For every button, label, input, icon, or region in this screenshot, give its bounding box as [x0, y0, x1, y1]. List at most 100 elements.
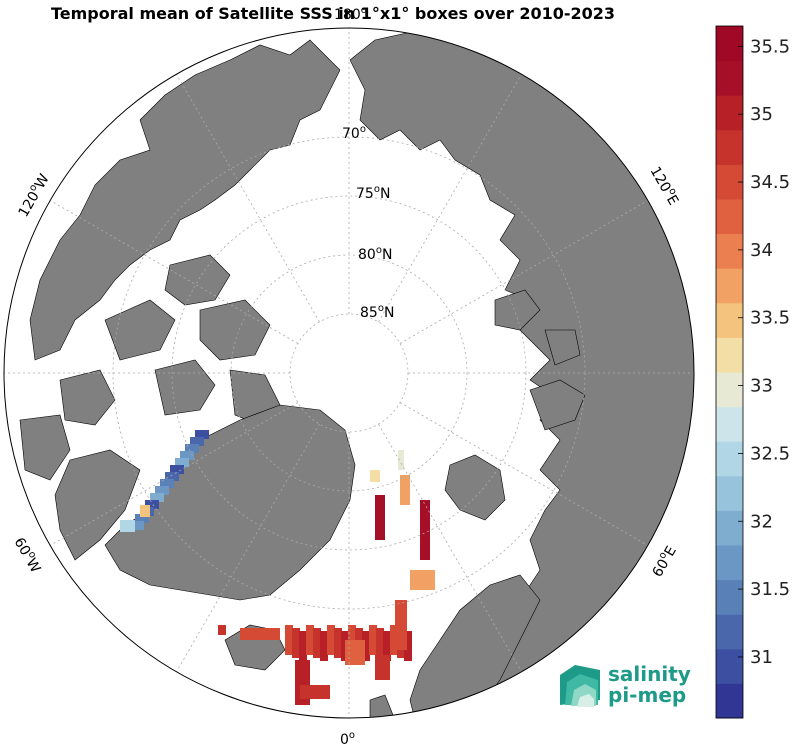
colorbar-segment	[716, 233, 743, 269]
sss-cell	[306, 625, 314, 655]
colorbar-tick-label: 33.5	[750, 308, 790, 329]
sss-cell	[400, 475, 410, 505]
colorbar-segment	[716, 441, 743, 477]
colorbar-ticks: 31 31.5 32 32.5 33 33.5 34 34.5 35 35.5	[738, 36, 790, 668]
colorbar-segment	[716, 406, 743, 442]
lat-label-75: 75oN	[356, 184, 390, 202]
colorbar-segment	[716, 545, 743, 581]
colorbar-segment	[716, 510, 743, 546]
sss-cell	[334, 628, 342, 658]
logo-icon	[560, 665, 600, 707]
colorbar-segments	[716, 26, 743, 719]
colorbar-segment	[716, 579, 743, 615]
lat-label-85: 85oN	[360, 303, 394, 321]
sss-cell	[362, 631, 370, 661]
sss-cell	[404, 631, 412, 661]
sss-cell	[165, 472, 179, 481]
salinity-pi-mep-logo: salinity pi-mep	[560, 662, 691, 707]
lon-label-60w: 60oW	[11, 534, 46, 576]
lon-label-180: 180o	[334, 5, 367, 23]
colorbar-segment	[716, 475, 743, 511]
sss-cell	[130, 521, 144, 530]
sss-cell	[320, 631, 328, 661]
sss-cell	[150, 493, 164, 502]
sss-cell	[369, 625, 377, 655]
colorbar-segment	[716, 268, 743, 304]
british-isles	[369, 694, 396, 718]
colorbar-tick-label: 35	[750, 104, 773, 125]
colorbar-tick-label: 34	[750, 240, 773, 261]
scandinavia	[409, 574, 541, 718]
sss-cell	[140, 505, 150, 517]
sss-data-layer	[120, 430, 435, 705]
colorbar-segment	[716, 648, 743, 684]
colorbar-segment	[716, 199, 743, 235]
lat-label-80: 80oN	[358, 245, 392, 263]
map-boundary	[3, 27, 695, 719]
svalbard	[444, 454, 506, 521]
sss-cell	[170, 465, 184, 474]
sss-cell	[300, 685, 330, 699]
graticule	[4, 28, 694, 718]
sss-cell	[370, 470, 380, 482]
colorbar-tick-label: 35.5	[750, 36, 790, 57]
colorbar-segment	[716, 337, 743, 373]
sss-cell	[398, 450, 404, 470]
sss-cell	[390, 625, 398, 655]
archipelago-island	[199, 299, 271, 361]
colorbar-frame	[715, 25, 744, 719]
sss-cell	[145, 500, 159, 509]
novaya-zemlya	[529, 379, 586, 431]
baffin-island	[54, 449, 141, 561]
sss-cell	[285, 625, 293, 655]
sss-cell	[160, 479, 174, 488]
sss-cell	[410, 570, 435, 590]
logo-line2: pi-mep	[608, 683, 686, 707]
sss-cell	[376, 628, 384, 658]
sss-cell	[375, 655, 390, 680]
sss-cell	[175, 458, 189, 467]
archipelago-island	[164, 254, 231, 306]
sss-cell	[135, 514, 149, 523]
colorbar-tick-label: 32	[750, 511, 773, 532]
colorbar-tick-label: 33	[750, 376, 773, 397]
colorbar-tick-label: 31	[750, 647, 773, 668]
colorbar-segment	[716, 302, 743, 338]
sss-cell	[120, 520, 135, 532]
colorbar-segment	[716, 614, 743, 650]
sss-cell	[185, 444, 199, 453]
sss-cell	[420, 500, 430, 560]
colorbar-tick-label: 31.5	[750, 579, 790, 600]
sss-cell	[155, 486, 169, 495]
arctic-island	[544, 329, 581, 366]
lon-label-0: 0o	[340, 730, 355, 747]
lon-label-120e: 120oE	[647, 163, 683, 208]
lat-label-70: 70o	[342, 124, 366, 142]
logo-line1: salinity	[608, 662, 691, 686]
colorbar-segment	[716, 129, 743, 165]
colorbar-segment	[716, 60, 743, 96]
sss-cell	[345, 640, 365, 665]
lon-label-60e: 60oE	[648, 543, 680, 580]
colorbar-segment	[716, 26, 743, 62]
sss-cell	[195, 430, 209, 439]
sss-cell	[218, 625, 226, 635]
latitude-circle-80	[230, 254, 468, 492]
latitude-circle-75	[171, 195, 527, 551]
colorbar-segment	[716, 95, 743, 131]
sss-cell	[180, 451, 194, 460]
sss-cell	[313, 628, 321, 658]
sss-cell	[327, 625, 335, 655]
archipelago-island	[104, 299, 176, 361]
archipelago-island	[19, 414, 71, 481]
colorbar-segment	[716, 683, 743, 719]
sss-cell	[375, 495, 385, 540]
sss-cell	[292, 628, 300, 658]
archipelago-island	[59, 369, 116, 426]
arctic-island	[494, 289, 541, 331]
colorbar-segment	[716, 372, 743, 408]
sss-cell	[383, 631, 391, 661]
sss-cell	[240, 628, 280, 640]
